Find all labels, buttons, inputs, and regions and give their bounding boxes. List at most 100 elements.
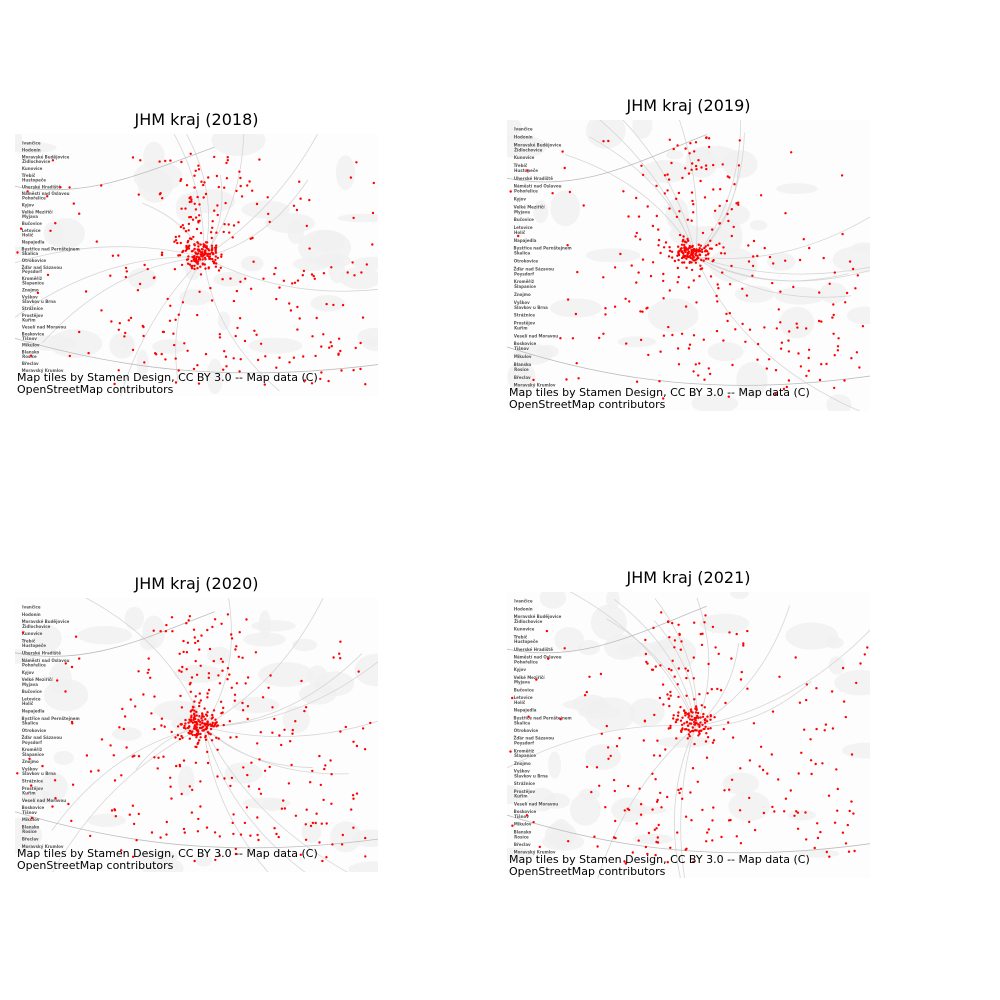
point-marker	[708, 247, 712, 250]
point-marker	[97, 769, 100, 772]
point-marker	[204, 738, 208, 741]
point-marker	[146, 671, 149, 674]
point-marker	[299, 853, 302, 856]
point-marker	[684, 147, 687, 150]
point-marker	[763, 246, 766, 250]
point-marker	[283, 807, 287, 810]
point-marker	[640, 164, 643, 167]
point-marker	[210, 248, 214, 251]
point-marker	[198, 219, 201, 222]
point-marker	[194, 641, 197, 645]
point-marker	[186, 349, 189, 352]
point-marker	[758, 765, 761, 768]
point-marker	[191, 708, 194, 711]
point-marker	[711, 819, 714, 822]
point-marker	[689, 708, 693, 711]
road-line	[15, 256, 204, 318]
point-marker	[194, 258, 197, 261]
point-marker	[672, 714, 675, 717]
point-marker	[217, 185, 220, 189]
point-marker	[158, 193, 162, 196]
point-marker	[691, 251, 695, 254]
place-label: Kyjov	[22, 670, 35, 675]
terrain-patch	[251, 620, 296, 632]
place-label: Pohořelice	[514, 659, 538, 664]
point-marker	[346, 271, 349, 274]
place-label: Otrokovice	[514, 728, 539, 733]
point-marker	[203, 250, 207, 253]
point-marker	[365, 263, 368, 266]
point-marker	[188, 683, 192, 686]
point-marker	[195, 255, 199, 258]
point-marker	[19, 227, 23, 230]
point-marker	[771, 710, 775, 713]
point-marker	[229, 784, 232, 788]
point-marker	[693, 721, 696, 724]
point-marker	[668, 704, 671, 708]
place-label: Žďár nad Sázavou	[22, 265, 63, 270]
point-marker	[638, 787, 641, 790]
terrain-patch	[335, 155, 355, 191]
point-marker	[559, 717, 562, 721]
point-marker	[142, 325, 145, 329]
point-marker	[689, 791, 692, 794]
point-marker	[369, 721, 372, 725]
point-marker	[152, 629, 155, 632]
place-label: Myjava	[514, 680, 530, 685]
point-marker	[538, 845, 541, 849]
point-marker	[677, 191, 681, 195]
point-marker	[698, 723, 701, 727]
point-marker	[794, 656, 797, 659]
road-line	[173, 134, 205, 258]
terrain-patch	[240, 255, 264, 272]
point-marker	[690, 715, 693, 718]
point-marker	[740, 670, 743, 674]
point-marker	[193, 700, 196, 703]
terrain-patch	[787, 809, 817, 821]
point-marker	[677, 363, 681, 366]
place-label: Kyjov	[22, 203, 35, 208]
point-marker	[238, 170, 241, 173]
point-marker	[235, 735, 238, 739]
terrain-patch	[109, 332, 136, 359]
point-marker	[330, 266, 333, 269]
point-marker	[176, 734, 180, 737]
point-marker	[734, 328, 737, 331]
point-marker	[677, 253, 681, 257]
place-label: Moravské Budějovice	[22, 619, 70, 624]
terrain-patch	[774, 287, 826, 305]
point-marker	[703, 196, 707, 199]
place-label: Moravský Krumlov	[22, 844, 64, 849]
point-marker	[204, 267, 207, 270]
terrain-patch	[299, 683, 337, 705]
point-marker	[232, 832, 235, 836]
point-marker	[280, 807, 284, 810]
point-marker	[173, 268, 177, 271]
point-marker	[703, 721, 707, 724]
place-label: Třebíč	[22, 173, 36, 178]
place-label: Kroměříž	[514, 279, 535, 284]
point-marker	[697, 248, 701, 252]
point-marker	[238, 317, 242, 320]
point-marker	[344, 725, 347, 729]
point-marker	[612, 778, 616, 782]
terrain-patch	[749, 219, 768, 231]
point-marker	[16, 772, 19, 775]
point-marker	[283, 728, 286, 731]
point-marker	[337, 352, 340, 355]
point-marker	[853, 849, 856, 853]
point-marker	[841, 831, 845, 834]
point-marker	[688, 246, 692, 249]
point-marker	[687, 286, 690, 289]
point-marker	[193, 709, 196, 712]
point-marker	[70, 665, 74, 669]
point-marker	[117, 369, 120, 372]
point-marker	[676, 144, 679, 147]
point-marker	[612, 836, 616, 839]
point-marker	[726, 212, 729, 216]
point-marker	[164, 358, 167, 361]
point-marker	[688, 735, 691, 738]
point-marker	[768, 255, 772, 259]
point-marker	[239, 184, 242, 188]
